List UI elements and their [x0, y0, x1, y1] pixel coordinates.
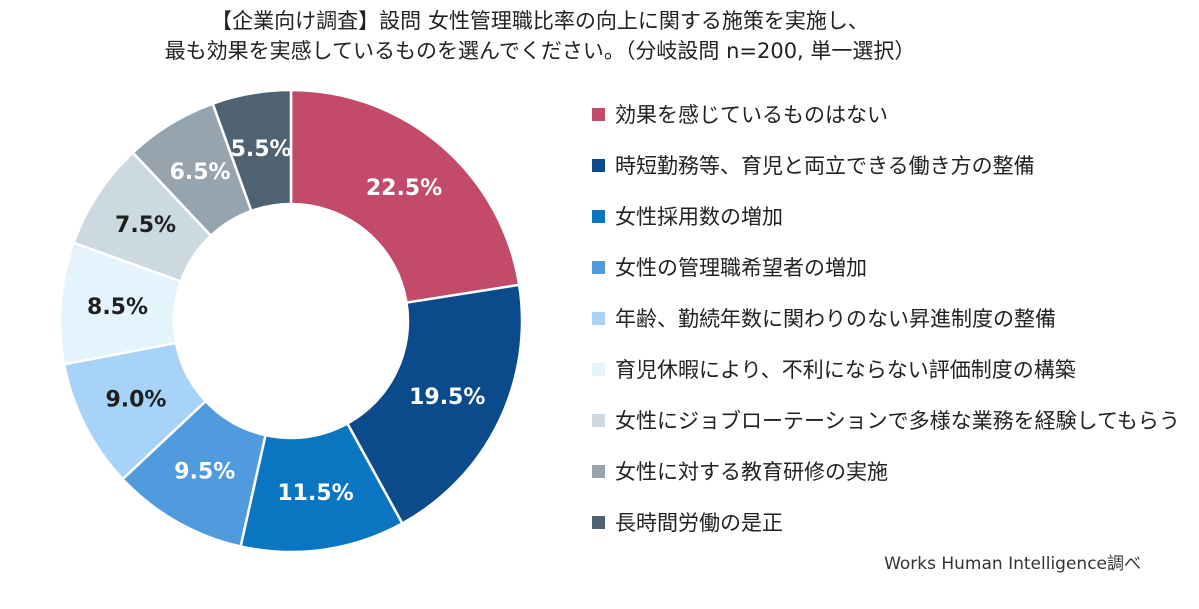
- chart-title: 【企業向け調査】設問 女性管理職比率の向上に関する施策を実施し、 最も効果を実感…: [0, 6, 1080, 66]
- legend-item-2: 時短勤務等、育児と両立できる働き方の整備: [592, 147, 1035, 183]
- legend-item-9: 長時間労働の是正: [592, 504, 783, 540]
- legend-swatch: [592, 311, 605, 325]
- donut-slice-9: [211, 88, 293, 213]
- legend-label: 年齢、勤続年数に関わりのない昇進制度の整備: [615, 307, 1056, 331]
- donut-chart: 22.5% 19.5% 11.5% 9.5% 9.0% 8.5% 7.5% 6.5%5.5%: [58, 88, 524, 554]
- legend-label: 女性にジョブローテーションで多様な業務を経験してもらう: [615, 409, 1180, 433]
- legend-label: 女性に対する教育研修の実施: [615, 460, 888, 484]
- legend-swatch: [592, 260, 605, 274]
- legend-item-7: 女性にジョブローテーションで多様な業務を経験してもらう: [592, 402, 1180, 438]
- legend-item-4: 女性の管理職希望者の増加: [592, 249, 867, 285]
- legend-swatch: [592, 107, 605, 121]
- donut-slice-2: [345, 283, 524, 526]
- slice-value-label-1: 22.5%: [366, 176, 442, 201]
- slice-value-label-5: 9.0%: [105, 387, 166, 412]
- legend-label: 長時間労働の是正: [615, 511, 783, 535]
- legend-label: 時短勤務等、育児と両立できる働き方の整備: [615, 154, 1035, 178]
- slice-value-label-3: 11.5%: [277, 481, 353, 506]
- slice-value-label-8: 6.5%: [170, 160, 231, 185]
- chart-title-line1: 【企業向け調査】設問 女性管理職比率の向上に関する施策を実施し、: [211, 9, 869, 33]
- legend-swatch: [592, 464, 605, 478]
- slice-value-label-4: 9.5%: [174, 460, 235, 485]
- slice-value-label-6: 8.5%: [87, 295, 148, 320]
- legend-label: 効果を感じているものはない: [615, 103, 888, 127]
- slice-value-label-9: 5.5%: [231, 137, 292, 162]
- legend-swatch: [592, 362, 605, 376]
- legend-item-3: 女性採用数の増加: [592, 198, 783, 234]
- legend-label: 女性の管理職希望者の増加: [615, 256, 867, 280]
- legend-item-1: 効果を感じているものはない: [592, 96, 888, 132]
- legend-item-8: 女性に対する教育研修の実施: [592, 453, 888, 489]
- legend-swatch: [592, 413, 605, 427]
- legend-item-6: 育児休暇により、不利にならない評価制度の構築: [592, 351, 1076, 387]
- source-note: Works Human Intelligence調べ: [884, 554, 1141, 574]
- legend-item-5: 年齢、勤続年数に関わりのない昇進制度の整備: [592, 300, 1056, 336]
- slice-value-label-2: 19.5%: [409, 385, 485, 410]
- chart-title-line2: 最も効果を実感しているものを選んでください。（分岐設問 n=200, 単一選択）: [164, 39, 916, 63]
- slice-value-label-7: 7.5%: [115, 213, 176, 238]
- legend-label: 育児休暇により、不利にならない評価制度の構築: [615, 358, 1076, 382]
- donut-slice-1: [289, 88, 521, 305]
- legend-swatch: [592, 209, 605, 223]
- legend-swatch: [592, 515, 605, 529]
- legend-label: 女性採用数の増加: [615, 205, 783, 229]
- legend-swatch: [592, 158, 605, 172]
